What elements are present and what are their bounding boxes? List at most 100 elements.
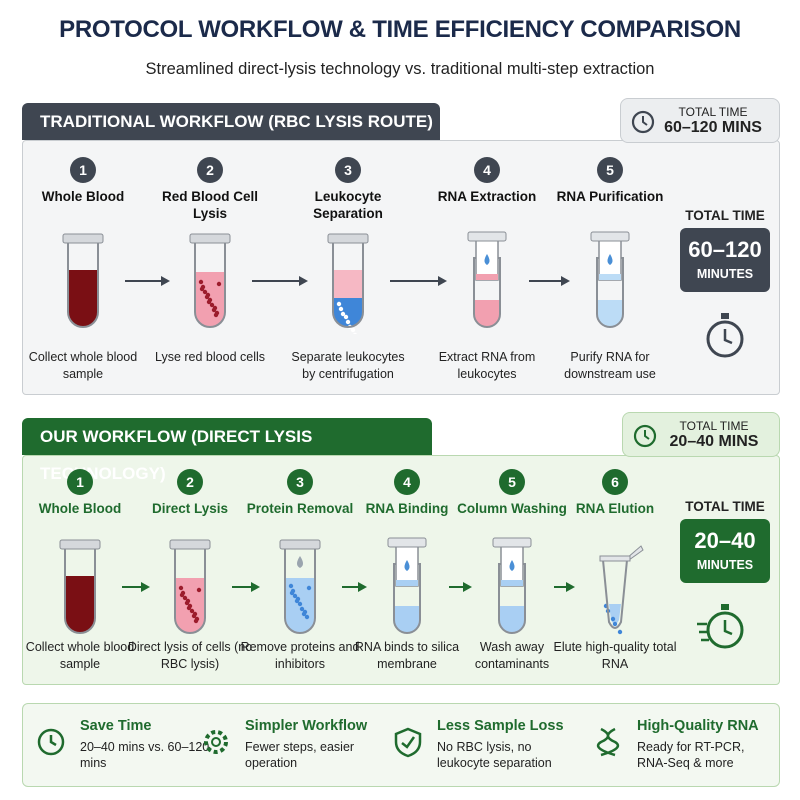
speed-lines [697,622,709,642]
tube-illustration [599,545,644,635]
liquid [499,606,525,633]
benefit-icon-wrap [35,726,67,758]
cell [292,593,298,599]
arrow [529,276,570,286]
cell [350,327,356,333]
cell [213,312,219,318]
step-number: 4 [394,469,420,495]
benefit-icon [204,730,228,754]
total-value: 60–120 [688,237,762,262]
arrow-wrap [390,274,447,286]
cell [189,608,195,614]
liquid [609,604,621,624]
clock-hands [642,116,648,126]
badge-label: TOTAL TIME [678,105,748,119]
arrow-head [299,276,308,286]
tube-illustration-wrap [377,534,437,640]
arrow [554,582,575,592]
stopwatch-icon [697,604,744,649]
clock-face [633,424,657,448]
cell [340,311,346,317]
watch-face [706,611,744,649]
cell [199,286,205,292]
benefit-text: 20–40 mins vs. 60–120 mins [80,740,210,770]
cell [352,332,358,338]
watch-face [706,320,744,358]
cell [301,611,307,617]
cell [345,319,351,325]
arrow-head [438,276,447,286]
arrow-wrap [122,580,150,592]
cell [297,601,303,607]
liquid [394,606,420,633]
arrow-wrap [125,274,170,286]
rim [492,537,532,548]
tube-illustration [279,539,321,634]
drop [404,560,410,571]
liquid [65,576,95,633]
arrow [252,276,308,286]
watch-hand [723,329,733,345]
step-name: RNA Extraction [437,189,537,204]
arrow-head [251,582,260,592]
step-name: RNA Purification [556,189,664,204]
benefit-icon-wrap [592,726,624,758]
tube-illustration [169,539,211,634]
cell [196,587,202,593]
step-number: 3 [287,469,313,495]
tube [473,257,501,328]
section-tab: OUR WORKFLOW (DIRECT LYSIS TECHNOLOGY) [22,418,432,483]
benefit-icon-wrap [392,726,424,758]
step-name: Leukocyte Separation [313,189,383,221]
membrane [396,580,418,586]
drop [484,254,490,265]
icon-shield [394,727,422,758]
tube [332,241,364,328]
total-box: 20–40 MINUTES [680,519,770,583]
icon-check [401,736,416,749]
tube [67,241,99,328]
arrow-head [561,276,570,286]
benefit-icon-wrap [200,726,232,758]
benefits-panel [22,703,780,787]
tube-illustration [492,537,532,634]
badge-label: TOTAL TIME [679,419,749,433]
stopwatch-icon-wrap [695,303,755,363]
arrow [390,276,447,286]
step-number: 1 [70,157,96,183]
cap [62,233,104,244]
cap [279,539,321,550]
cell [204,294,210,300]
step-name: Protein Removal [246,501,354,516]
arrow [342,582,367,592]
tube [498,563,526,634]
tube [284,547,316,634]
cap [189,233,231,244]
watch-button [721,313,729,319]
benefit-icon [37,728,65,756]
arrow-head [141,582,150,592]
cell [338,306,344,312]
cell [612,621,618,627]
badge-value: 60–120 MINS [664,119,762,136]
cell [209,302,215,308]
step-caption: Collect whole blood sample [28,350,138,381]
benefit-title: High-Quality RNA [637,718,759,734]
tube-illustration-wrap [482,534,542,640]
step-number: 5 [597,157,623,183]
time-badge: TOTAL TIME 60–120 MINS [620,98,780,143]
total-label: TOTAL TIME [685,499,765,514]
cell [191,613,197,619]
tube-illustration-wrap [180,228,240,334]
arrow-head [463,582,472,592]
step-number: 4 [474,157,500,183]
cell [216,281,222,287]
tube-illustration-wrap [318,228,378,338]
arrow-head [161,276,170,286]
icon-hands [49,735,57,747]
stopwatch-icon-wrap [695,594,755,654]
clock-hands [644,430,650,440]
cap [169,539,211,550]
rim [599,555,631,562]
tube-illustration [467,231,507,328]
